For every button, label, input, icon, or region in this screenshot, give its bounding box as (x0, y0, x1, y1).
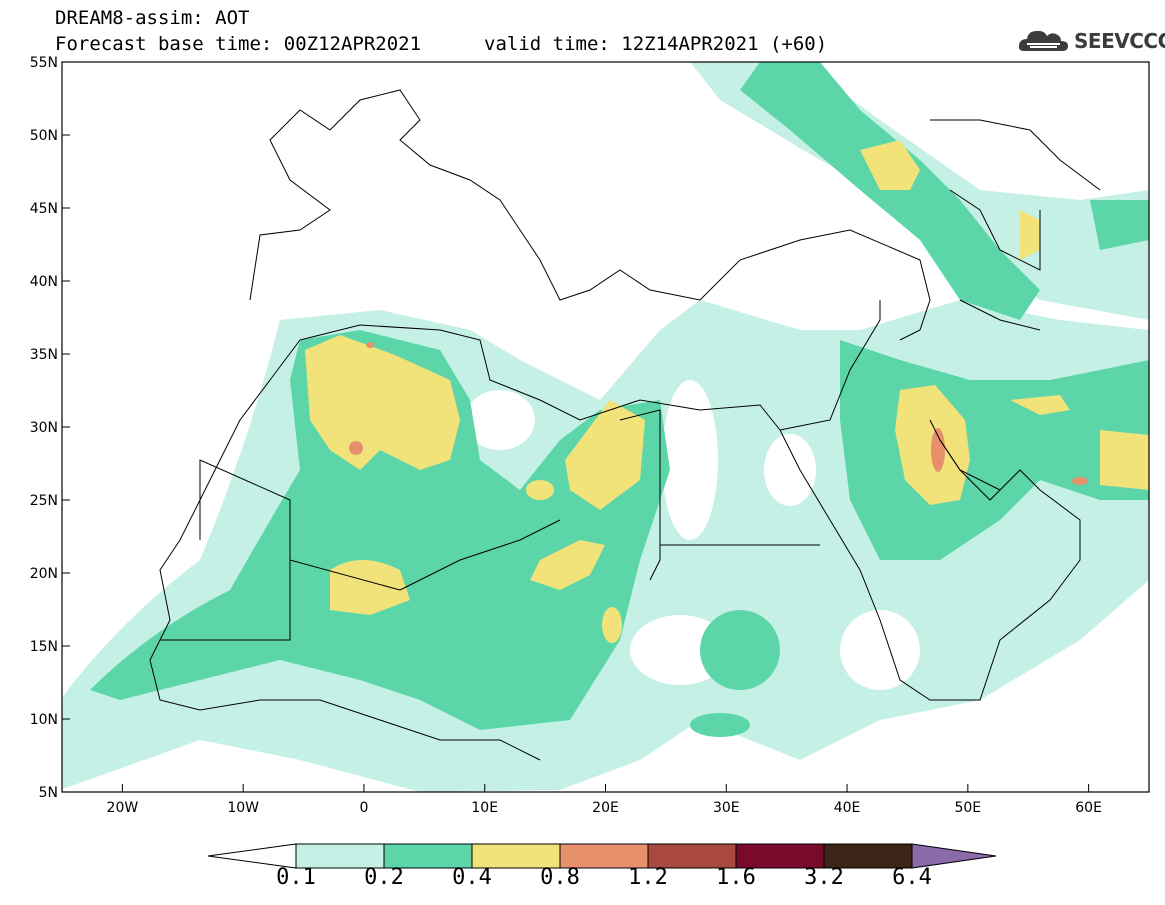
lat-tick-label: 50N (30, 128, 58, 144)
colorbar-level-label: 1.2 (628, 865, 668, 890)
axis-ticks: 55N 50N 45N 40N 35N 30N 25N 20N 15N 10N 5N 20W 10W 0 1… (30, 55, 1102, 816)
forecast-base-time: Forecast base time: 00Z12APR2021 (55, 33, 422, 55)
lat-tick-label: 40N (30, 274, 58, 290)
lon-tick-label: 40E (834, 800, 861, 816)
lon-tick-label: 30E (713, 800, 740, 816)
map-title: DREAM8-assim: AOT (55, 7, 250, 29)
colorbar-level-label: 0.1 (276, 865, 316, 890)
colorbar (207, 843, 997, 869)
colorbar-level-label: 0.8 (540, 865, 580, 890)
lat-tick-label: 25N (30, 493, 58, 509)
lat-tick-label: 35N (30, 347, 58, 363)
cloud-icon (1018, 30, 1068, 51)
lat-tick-label: 15N (30, 639, 58, 655)
lon-tick-label: 10E (471, 800, 498, 816)
lat-tick-label: 5N (39, 785, 58, 801)
colorbar-level-label: 3.2 (804, 865, 844, 890)
colorbar-level-label: 1.6 (716, 865, 756, 890)
aot-field (62, 62, 1149, 792)
logo-text: SEEVCCC (1074, 29, 1165, 53)
seevccc-logo: SEEVCCC (1018, 24, 1165, 58)
colorbar-segment (823, 843, 913, 869)
lat-tick-label: 10N (30, 712, 58, 728)
lon-tick-label: 50E (954, 800, 981, 816)
lon-tick-label: 60E (1075, 800, 1102, 816)
colorbar-segment (559, 843, 649, 869)
lat-tick-label: 20N (30, 566, 58, 582)
lat-tick-label: 45N (30, 201, 58, 217)
colorbar-level-label: 0.2 (364, 865, 404, 890)
colorbar-segment (647, 843, 737, 869)
lon-tick-label: 0 (359, 800, 368, 816)
coastlines (149, 89, 1101, 761)
colorbar-over-arrow (911, 843, 997, 869)
colorbar-segment (295, 843, 385, 869)
lon-tick-label: 10W (227, 800, 259, 816)
lat-tick-label: 30N (30, 420, 58, 436)
colorbar-segment (471, 843, 561, 869)
valid-time: valid time: 12Z14APR2021 (+60) (484, 33, 828, 55)
lat-tick-label: 55N (30, 55, 58, 71)
lon-tick-label: 20E (592, 800, 619, 816)
colorbar-level-label: 6.4 (892, 865, 932, 890)
colorbar-level-label: 0.4 (452, 865, 492, 890)
lon-tick-label: 20W (107, 800, 139, 816)
